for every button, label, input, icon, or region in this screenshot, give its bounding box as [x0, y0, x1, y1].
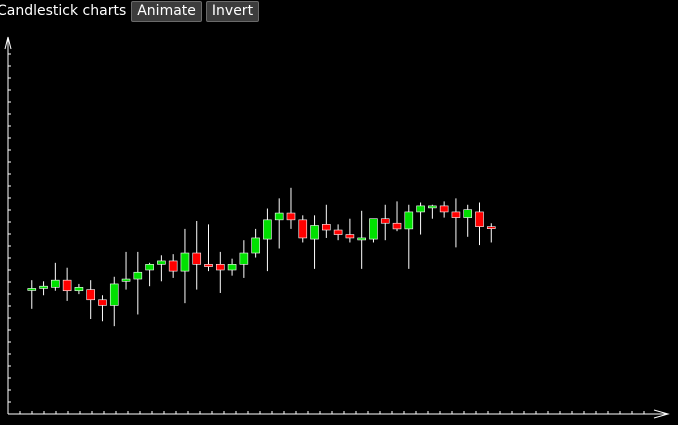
candle-body: [227, 264, 237, 271]
candle-body: [486, 226, 496, 229]
candle-body: [239, 252, 249, 265]
candle-body: [416, 205, 425, 213]
candle-body: [428, 205, 437, 209]
candle-body: [475, 211, 484, 227]
candle-body: [286, 212, 296, 221]
candle-body: [439, 205, 449, 213]
candle-body: [74, 287, 84, 292]
animate-button[interactable]: Animate: [131, 0, 202, 22]
candle-body: [51, 279, 60, 288]
invert-button[interactable]: Invert: [205, 0, 260, 22]
candle-body: [310, 225, 319, 240]
x-axis-arrow: [653, 409, 670, 419]
candle-body: [168, 260, 178, 272]
candle-body: [251, 237, 260, 254]
candle-body: [333, 229, 343, 235]
candle-body: [463, 209, 473, 218]
candle-body: [86, 289, 95, 301]
candle-body: [404, 211, 414, 230]
candle-body: [392, 222, 402, 230]
y-axis-arrow: [4, 36, 12, 50]
candle-body: [157, 260, 166, 265]
candle-body: [380, 218, 390, 224]
candle-body: [27, 288, 37, 291]
candle-body: [369, 218, 378, 240]
candle-body: [39, 285, 48, 289]
candle-body: [263, 219, 272, 240]
candle-body: [121, 278, 131, 282]
candle-body: [215, 264, 225, 271]
candle-body: [109, 283, 119, 306]
candle-body: [204, 264, 213, 267]
toolbar: Candlestick charts Animate Invert: [0, 0, 263, 22]
candle-body: [274, 212, 284, 221]
candle-body: [192, 252, 202, 265]
candle-body: [62, 279, 72, 292]
candle-body: [133, 271, 143, 280]
candle-body: [145, 264, 154, 271]
page-title: Candlestick charts: [0, 3, 127, 19]
candle-body: [298, 219, 308, 239]
candle-body: [345, 234, 355, 239]
candle-body: [322, 224, 331, 231]
candle-body: [451, 211, 461, 218]
candle-body: [180, 252, 190, 272]
candle-body: [357, 237, 366, 241]
candle-body: [98, 299, 107, 306]
